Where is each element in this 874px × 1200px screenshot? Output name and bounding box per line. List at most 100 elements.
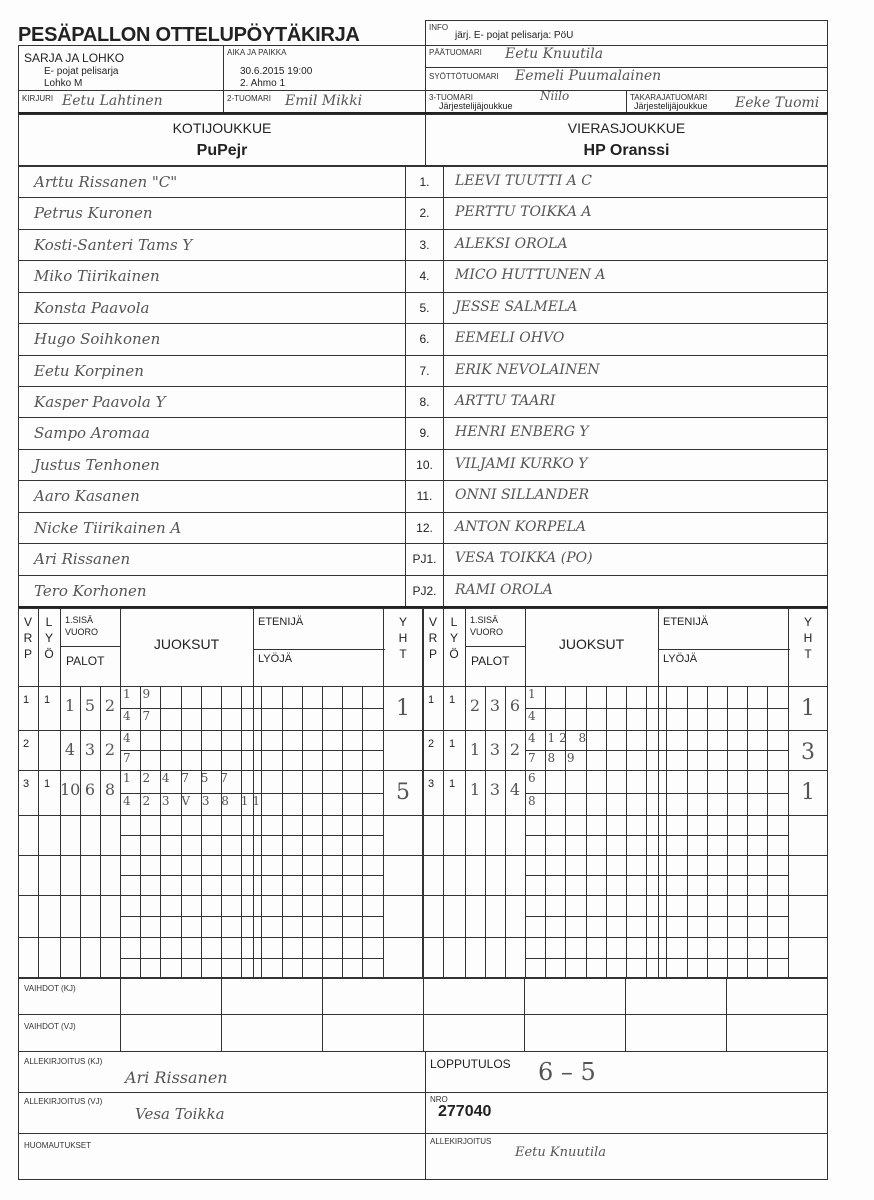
run-cell-line — [261, 770, 263, 815]
player-number: 6. — [419, 332, 430, 347]
run-cell-line — [261, 686, 263, 730]
run-cell-line — [686, 730, 688, 770]
vrp-header: P — [428, 647, 437, 661]
paatuomari-label: PÄÄTUOMARI — [429, 48, 482, 57]
info-label: INFO — [429, 23, 449, 32]
run-cell-line — [221, 937, 222, 978]
run-cell-line — [200, 770, 202, 815]
yht-header: T — [804, 647, 812, 661]
run-cell-line — [565, 815, 567, 855]
run-cell-line — [545, 937, 547, 978]
run-cell-line — [241, 937, 243, 978]
half-row-line — [120, 957, 383, 959]
half-row-line — [120, 792, 383, 794]
run-cell-line — [626, 770, 627, 815]
yht-header: T — [399, 647, 407, 661]
substitution-cell-line — [524, 1014, 525, 1051]
run-cell-line — [281, 770, 283, 815]
sarja-label: SARJA JA LOHKO — [24, 51, 125, 65]
player-number: 10. — [416, 457, 433, 472]
vaihdot-vj-label: VAIHDOT (VJ) — [24, 1022, 76, 1031]
run-cell-line — [241, 895, 243, 937]
run-cell-line — [767, 730, 769, 770]
allekirjoitus-box — [425, 1133, 828, 1180]
takaraja-sub: Järjestelijäjoukkue — [634, 101, 708, 111]
player-number: 3. — [419, 237, 430, 252]
run-cell-line — [140, 686, 142, 730]
run-cell-line — [706, 730, 708, 770]
tuomari3-sub: Järjestelijäjoukkue — [439, 101, 513, 111]
run-cell-line — [281, 855, 283, 895]
run-cell-line — [767, 855, 769, 895]
run-cell-line — [605, 815, 607, 855]
player-number: 9. — [419, 426, 430, 441]
inning-vrp: 1 — [428, 694, 435, 706]
run-cell-line — [686, 686, 688, 730]
away-player-name: JESSE SALMELA — [455, 298, 578, 315]
nro-value: 277040 — [438, 1103, 492, 1120]
palot-line — [80, 937, 81, 978]
home-player-name: Konsta Paavola — [34, 298, 150, 317]
run-cell-line — [747, 895, 749, 937]
run-cell-line — [200, 686, 202, 730]
palot-line — [505, 937, 506, 978]
kirjuri-signature: Eetu Lahtinen — [62, 93, 163, 109]
vaihdot-kj-label: VAIHDOT (KJ) — [24, 984, 76, 993]
palot-line — [485, 895, 486, 937]
run-cell-line — [585, 895, 587, 937]
run-cell-line — [200, 730, 202, 770]
run-cell-line — [686, 855, 688, 895]
run-cell-line — [706, 686, 708, 730]
inning-total: 5 — [396, 780, 410, 805]
runs-top: 1 2 4 7 5 7 — [123, 771, 232, 785]
run-cell-line — [747, 770, 749, 815]
palot-line — [100, 855, 101, 895]
run-cell-line — [666, 815, 668, 855]
lyo-header: Ö — [449, 647, 459, 661]
kirjuri-label: KIRJURI — [22, 94, 54, 103]
run-cell-line — [281, 937, 283, 978]
palot-value: 4 — [64, 740, 76, 759]
runs-bottom: 4 2 3 V 3 8 11 — [123, 793, 264, 808]
home-player-name: Nicke Tiirikainen A — [34, 518, 182, 537]
runs-bottom: 7 8 9 — [528, 751, 579, 765]
run-cell-line — [545, 815, 547, 855]
run-cell-line — [301, 855, 303, 895]
header-line — [423, 686, 828, 687]
yht-header: H — [398, 631, 408, 645]
run-cell-line — [281, 730, 283, 770]
runs-bottom: 7 — [123, 751, 135, 765]
half-row-line — [120, 875, 383, 876]
lyo-header: L — [450, 615, 458, 629]
palot-value: 3 — [489, 780, 501, 799]
palot-line — [100, 770, 101, 815]
run-cell-line — [221, 686, 222, 730]
tuomari3-signature: Niilo — [540, 89, 570, 103]
home-scoring-block — [18, 608, 423, 978]
palot-value: 5 — [84, 696, 96, 715]
inning-row-line — [423, 895, 828, 896]
substitution-cell-line — [120, 1014, 121, 1051]
away-player-name: ONNI SILLANDER — [455, 487, 590, 504]
palot-header: PALOT — [66, 654, 105, 668]
run-cell-line — [160, 730, 162, 770]
player-number: 1. — [419, 175, 430, 189]
half-row-line — [120, 750, 383, 751]
run-cell-line — [585, 855, 587, 895]
run-cell-line — [261, 937, 263, 978]
inning-vrp: 3 — [428, 778, 435, 790]
inning-vrp: 1 — [23, 694, 30, 706]
yht-header: Y — [803, 615, 812, 629]
inning-lyo: 1 — [44, 694, 51, 706]
half-row-line — [120, 835, 383, 836]
run-cell-line — [767, 895, 769, 937]
inning-lyo: 1 — [449, 778, 456, 790]
substitution-cell-line — [221, 978, 222, 1015]
run-cell-line — [747, 937, 749, 978]
half-row-line — [525, 875, 788, 876]
aika-line2: 2. Ahmo 1 — [240, 78, 286, 89]
palot-line — [80, 855, 81, 895]
run-cell-line — [666, 895, 668, 937]
run-cell-line — [706, 895, 708, 937]
run-cell-line — [727, 815, 728, 855]
